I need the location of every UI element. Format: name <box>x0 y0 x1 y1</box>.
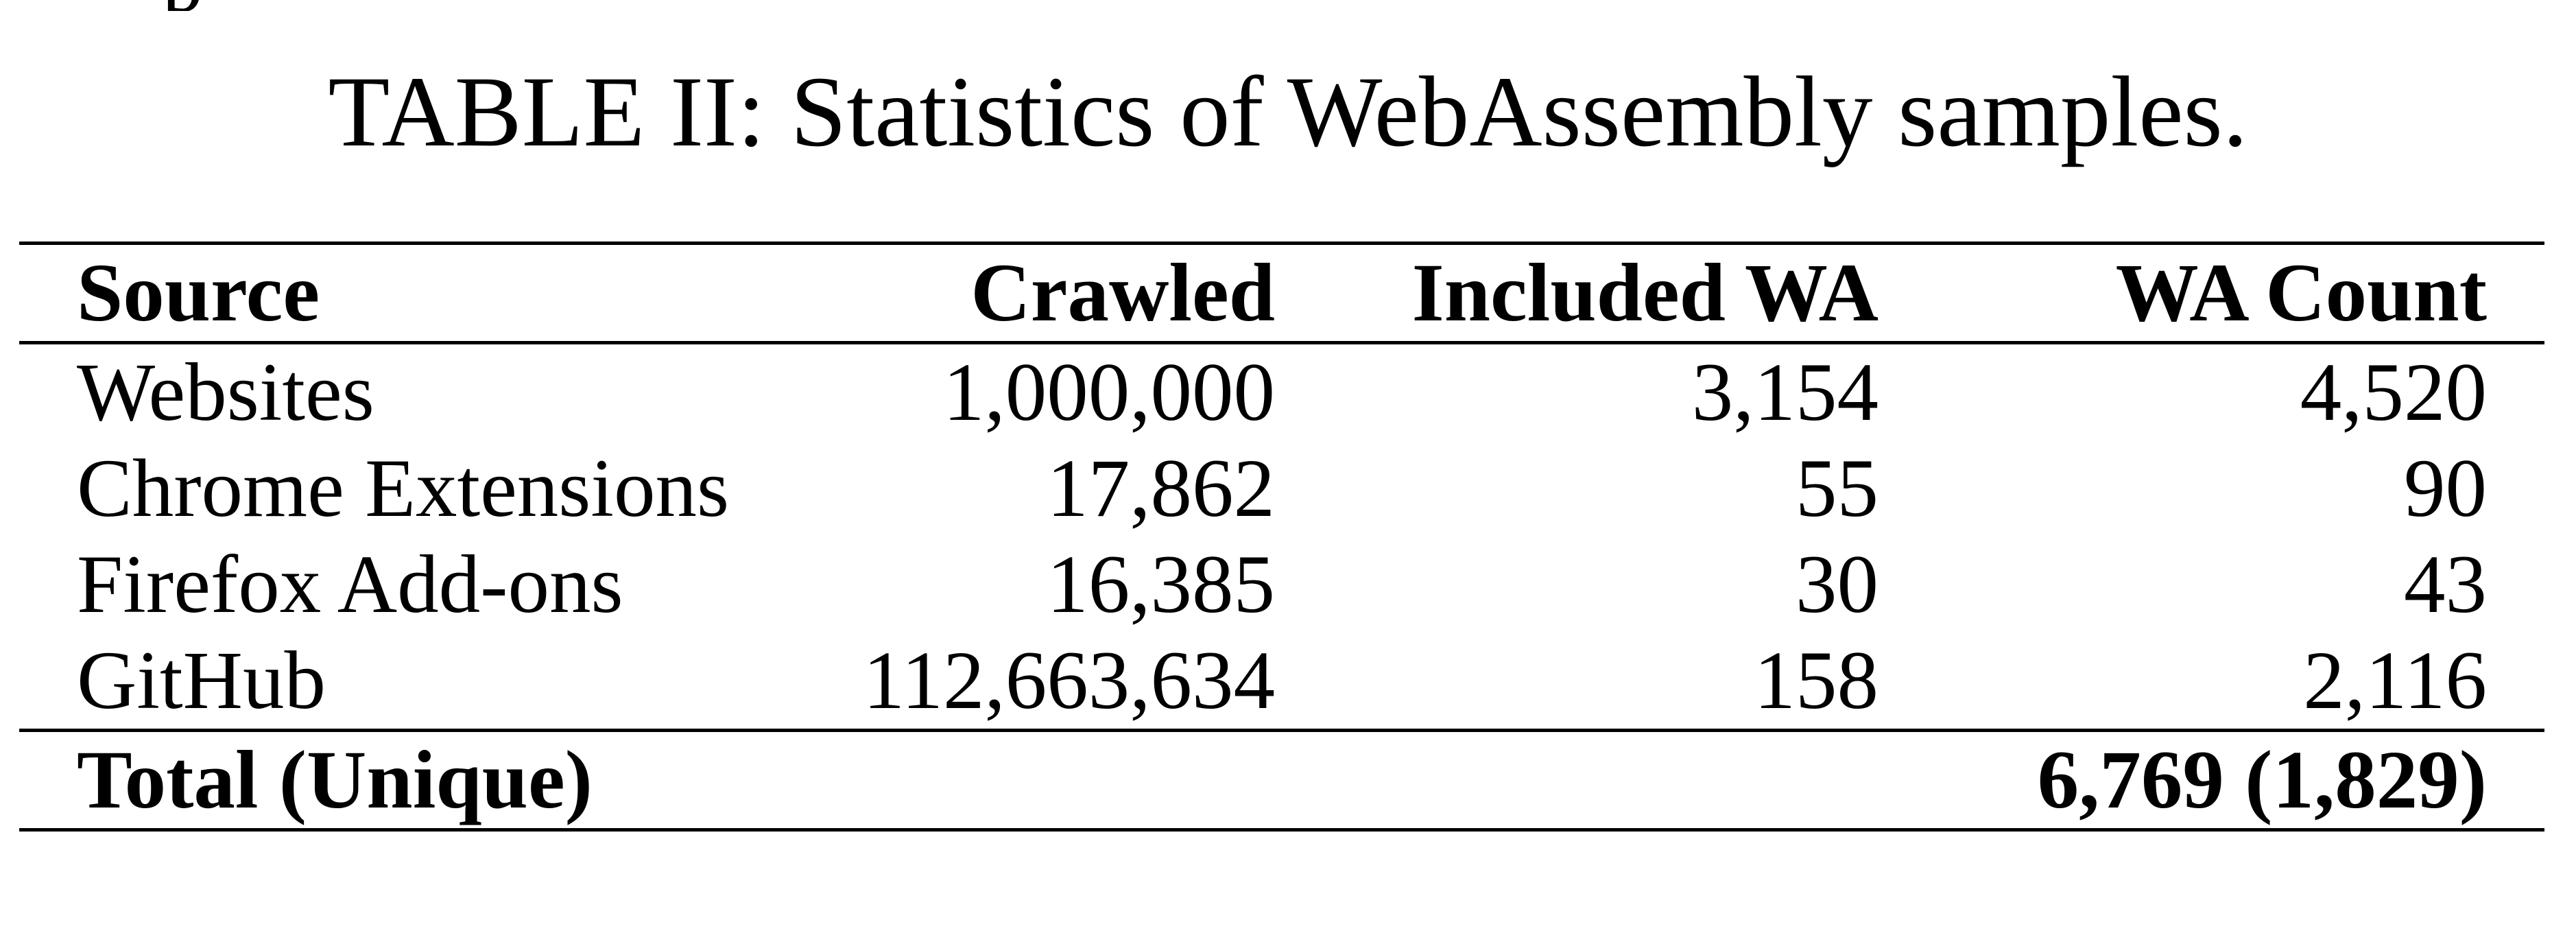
cell-wa-count: 43 <box>2404 539 2487 631</box>
table-row: Websites 1,000,000 3,154 4,520 <box>19 343 2544 441</box>
cell-crawled: 1,000,000 <box>943 346 1275 438</box>
header-source: Source <box>19 241 825 344</box>
statistics-table: Source Crawled Included WA WA Count Webs… <box>19 241 2544 832</box>
cell-included-wa: 158 <box>1754 635 1879 727</box>
total-included-empty <box>1333 729 1936 832</box>
cell-wa-count: 90 <box>2404 443 2487 534</box>
total-wa-count: 6,769 (1,829) <box>1936 729 2544 832</box>
header-wa-count: WA Count <box>1936 241 2544 344</box>
cell-included-wa: 30 <box>1796 539 1879 631</box>
header-included-wa: Included WA <box>1333 241 1936 344</box>
table-row: GitHub 112,663,634 158 2,116 <box>19 633 2544 731</box>
cell-source: GitHub <box>77 635 326 727</box>
cell-crawled: 16,385 <box>1047 539 1275 631</box>
total-label: Total (Unique) <box>19 729 825 832</box>
table-caption: TABLE II: Statistics of WebAssembly samp… <box>328 56 2248 167</box>
table-row: Chrome Extensions 17,862 55 90 <box>19 440 2544 537</box>
cell-included-wa: 55 <box>1796 443 1879 534</box>
header-crawled: Crawled <box>825 241 1333 344</box>
cell-wa-count: 2,116 <box>2303 635 2487 727</box>
total-crawled-empty <box>825 729 1333 832</box>
cell-source: Firefox Add-ons <box>77 539 623 631</box>
statistics-table-container: Source Crawled Included WA WA Count Webs… <box>19 241 2544 832</box>
cell-included-wa: 3,154 <box>1691 346 1879 438</box>
cell-source: Websites <box>77 346 374 438</box>
cell-crawled: 112,663,634 <box>863 635 1275 727</box>
cropped-text-fragment: p <box>162 0 217 11</box>
cell-source: Chrome Extensions <box>77 443 730 534</box>
header-row: Source Crawled Included WA WA Count <box>19 241 2544 344</box>
cell-wa-count: 4,520 <box>2300 346 2487 438</box>
cell-crawled: 17,862 <box>1047 443 1275 534</box>
total-row: Total (Unique) 6,769 (1,829) <box>19 729 2544 832</box>
table-row: Firefox Add-ons 16,385 30 43 <box>19 537 2544 633</box>
